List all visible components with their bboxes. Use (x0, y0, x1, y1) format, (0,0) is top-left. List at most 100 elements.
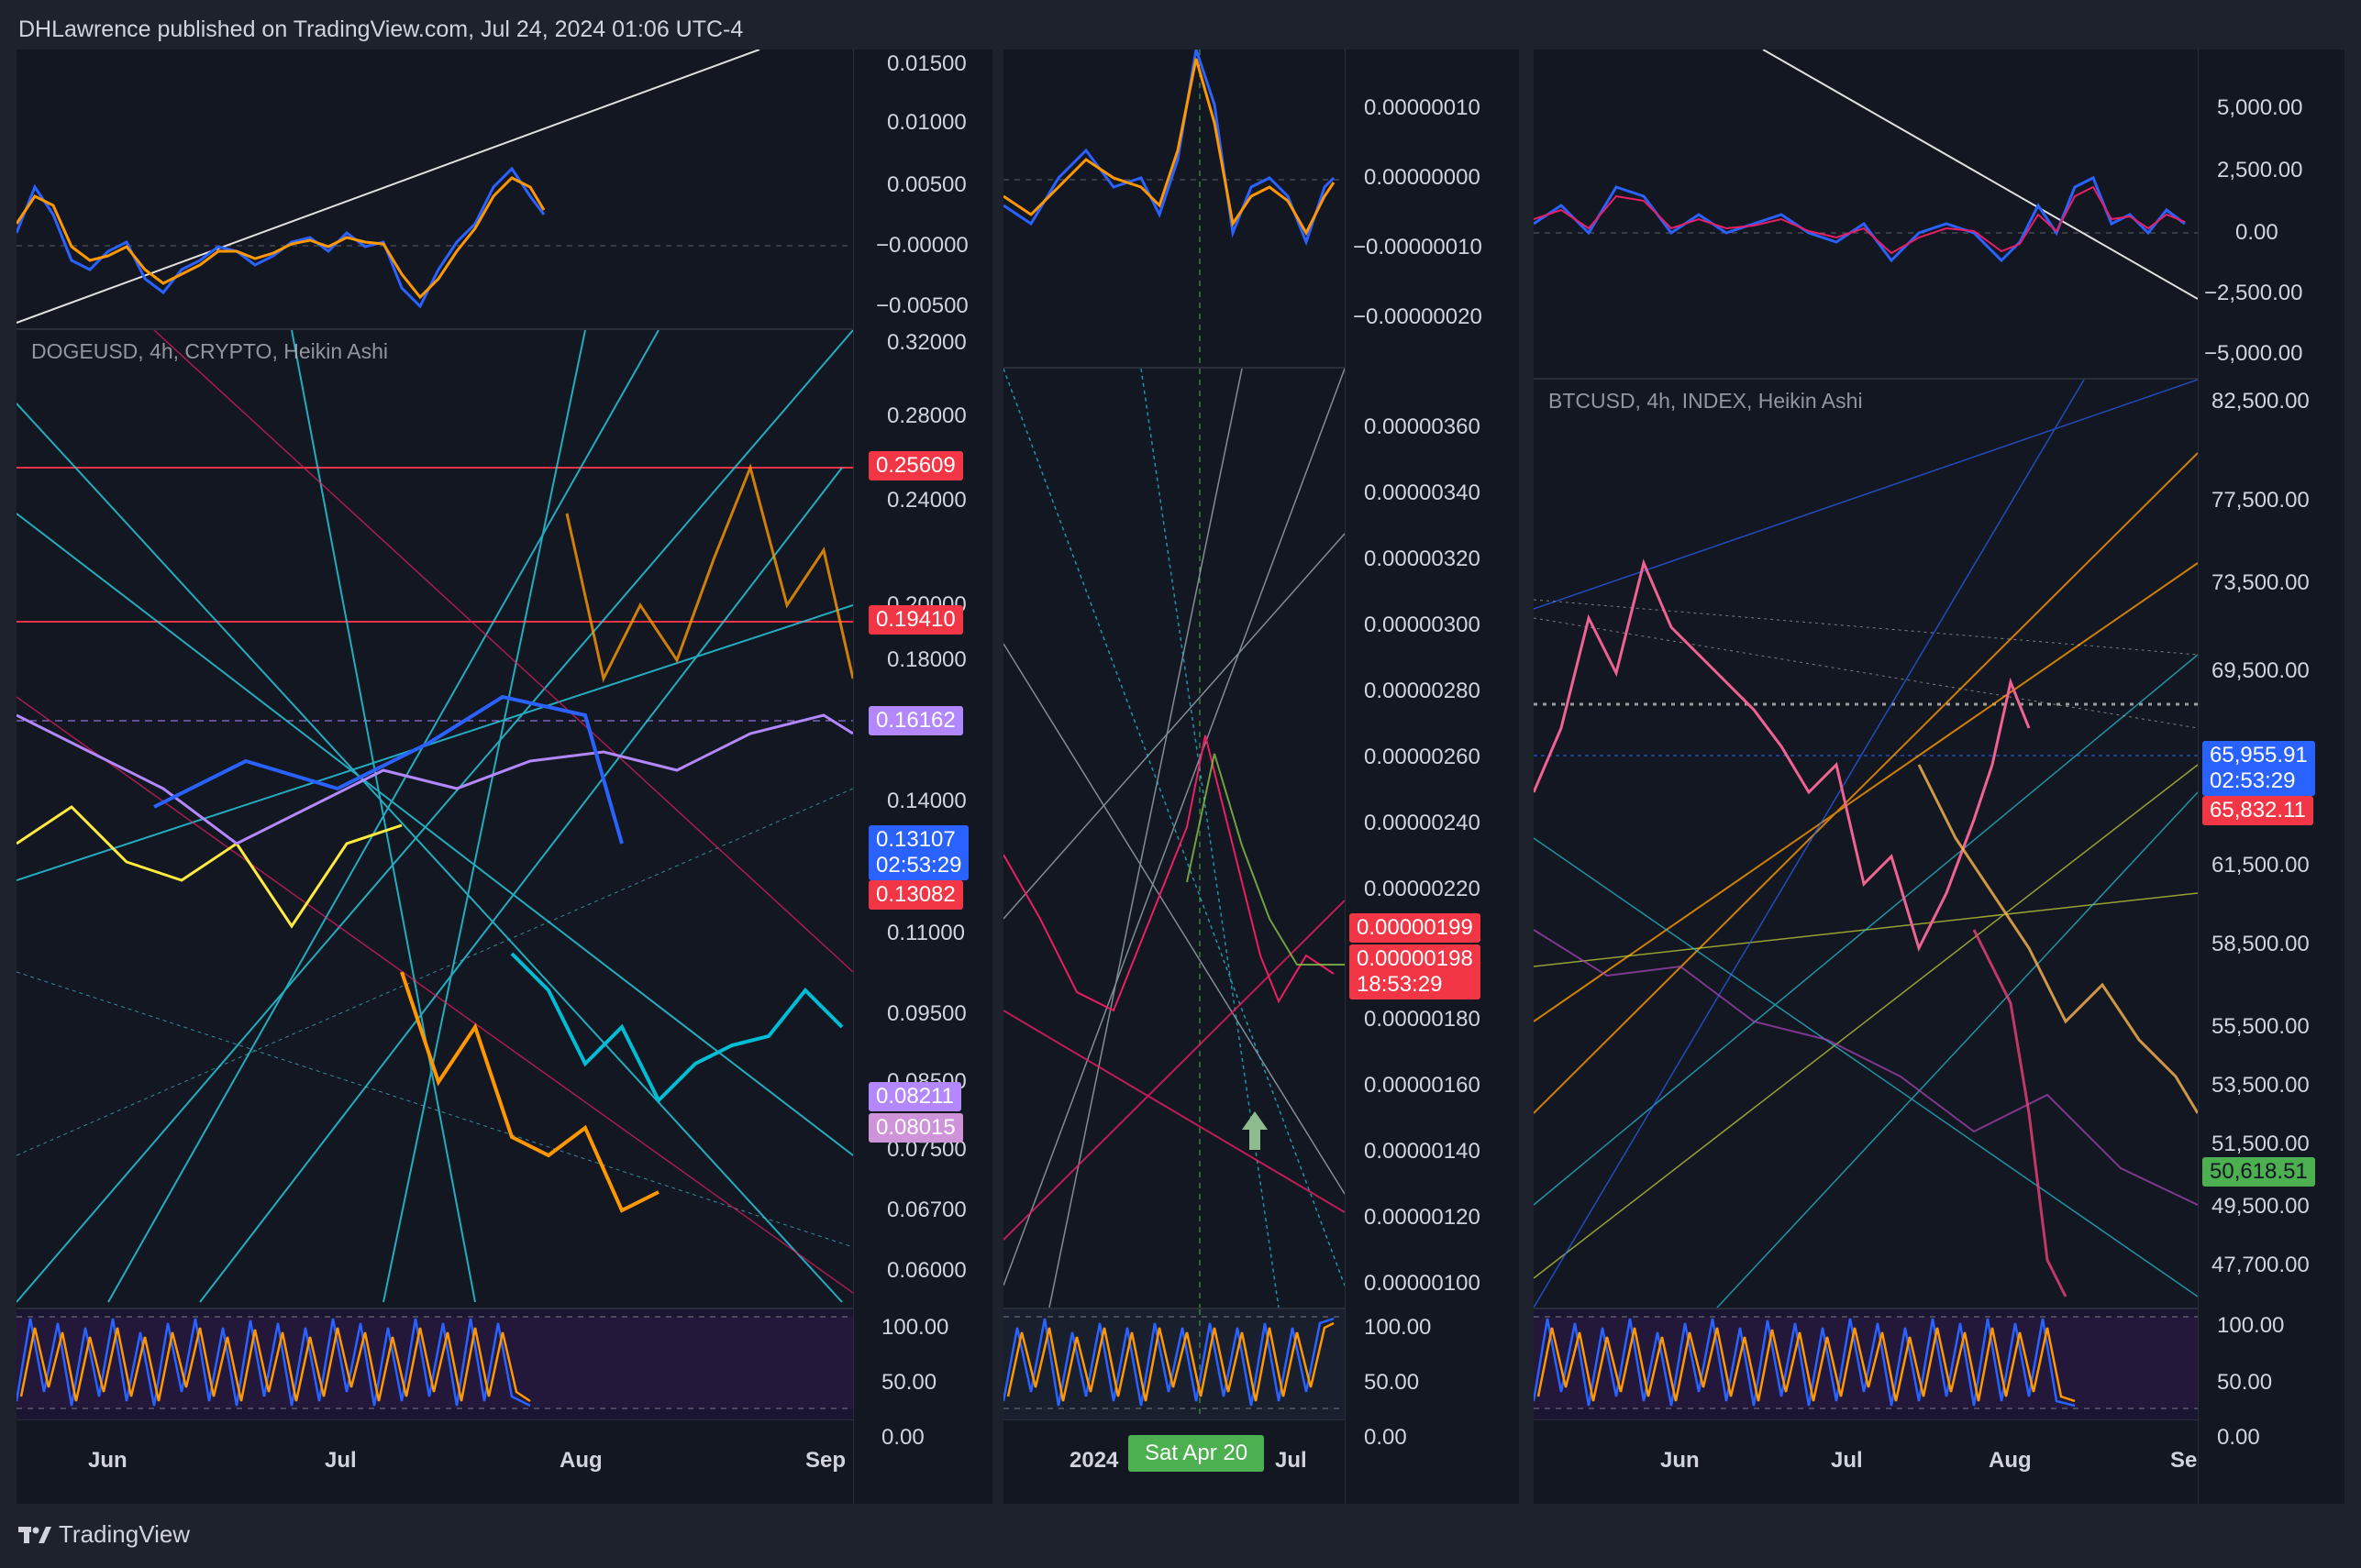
time-label: Jul (1831, 1448, 1863, 1473)
price-plot (1534, 380, 2198, 1308)
axis-tick: 0.00000120 (1364, 1205, 1480, 1230)
macd-pane[interactable] (1534, 50, 2198, 378)
time-axis[interactable]: Jun Jul Aug Sep (17, 1419, 853, 1504)
axis-tick: 0.06000 (887, 1258, 967, 1283)
crosshair-date-badge: Sat Apr 20 (1128, 1435, 1265, 1472)
axis-tick: 0.00 (881, 1425, 925, 1450)
axis-tick: 0.14000 (887, 789, 967, 813)
axis-tick: 0.32000 (887, 330, 967, 355)
axis-tick: 0.06700 (887, 1198, 967, 1222)
axis-tick: 0.00 (2217, 1425, 2260, 1450)
time-axis[interactable]: Jun Jul Aug Se (1534, 1419, 2198, 1504)
pane-divider[interactable] (1534, 378, 2198, 380)
pane-divider[interactable] (17, 328, 853, 330)
price-label: 65,832.11 (2202, 796, 2313, 825)
pane-divider[interactable] (1534, 1308, 2198, 1309)
tradingview-brand: TradingView (59, 1520, 191, 1548)
price-label: 0.25609 (869, 451, 963, 480)
axis-tick: 0.00000320 (1364, 547, 1480, 571)
macd-pane[interactable] (1003, 50, 1345, 367)
last-price-label: 0.13107 02:53:29 (869, 825, 970, 880)
time-label: Jun (1660, 1448, 1700, 1473)
symbol-title: DOGEUSD, 4h, CRYPTO, Heikin Ashi (31, 339, 389, 363)
time-axis[interactable]: 2024 Jul Sat Apr 20 (1003, 1419, 1345, 1504)
macd-plot (1534, 50, 2198, 300)
axis-tick: 0.00000100 (1364, 1271, 1480, 1296)
chart-panel-doge[interactable]: DOGEUSD, 4h, CRYPTO, Heikin Ashi Jun Jul… (17, 50, 992, 1504)
axis-tick: −0.00500 (876, 293, 969, 318)
axis-tick: 0.00000240 (1364, 811, 1480, 835)
price-label: 0.08211 (869, 1082, 961, 1111)
axis-tick: 0.00000300 (1364, 613, 1480, 637)
axis-tick: 0.00 (2235, 220, 2278, 245)
macd-pane[interactable] (17, 50, 853, 328)
axis-tick: 0.00000140 (1364, 1139, 1480, 1164)
axis-tick: 0.00000340 (1364, 480, 1480, 505)
axis-tick: 100.00 (881, 1315, 949, 1340)
axis-tick: 0.00500 (887, 172, 967, 197)
axis-tick: −0.00000 (876, 233, 969, 258)
axis-tick: 50.00 (2217, 1370, 2273, 1395)
axis-tick: 0.00000280 (1364, 679, 1480, 703)
price-plot (1003, 369, 1345, 1308)
price-label: 50,618.51 (2202, 1157, 2315, 1187)
chart-panel-middle[interactable]: 2024 Jul Sat Apr 20 0.00000010 0.0000000… (1003, 50, 1519, 1504)
last-price-label: 65,955.91 02:53:29 (2202, 741, 2315, 796)
time-label: Sep (805, 1448, 847, 1473)
time-label: Jul (1275, 1448, 1307, 1473)
axis-tick: 49,500.00 (2211, 1194, 2310, 1219)
axis-tick: 0.01000 (887, 110, 967, 135)
price-plot (17, 330, 853, 1303)
axis-tick: 82,500.00 (2211, 389, 2310, 414)
axis-tick: 0.00000010 (1364, 95, 1480, 120)
chart-panel-btc[interactable]: BTCUSD, 4h, INDEX, Heikin Ashi Jun Jul A… (1534, 50, 2344, 1504)
last-price-label: 0.00000198 18:53:29 (1349, 944, 1480, 999)
tradingview-logo[interactable]: TradingView (18, 1520, 190, 1549)
time-label: Jun (88, 1448, 127, 1473)
axis-tick: 51,500.00 (2211, 1132, 2310, 1156)
stoch-plot (17, 1316, 853, 1409)
stoch-plot (1534, 1316, 2198, 1409)
axis-tick: 53,500.00 (2211, 1073, 2310, 1098)
axis-tick: −5,000.00 (2204, 341, 2303, 366)
price-axis[interactable]: 0.00000010 0.00000000 −0.00000010 −0.000… (1345, 50, 1519, 1504)
stoch-plot (1003, 1309, 1345, 1419)
price-pane[interactable] (1003, 369, 1345, 1308)
axis-tick: 0.00000360 (1364, 414, 1480, 439)
axis-tick: 0.18000 (887, 647, 967, 672)
axis-tick: 73,500.00 (2211, 570, 2310, 595)
price-label: 0.19410 (869, 605, 963, 635)
axis-tick: 50.00 (881, 1370, 937, 1395)
price-label: 0.00000199 (1349, 913, 1480, 943)
time-label: Jul (325, 1448, 357, 1473)
price-axis[interactable]: 0.01500 0.01000 0.00500 −0.00000 −0.0050… (853, 50, 992, 1504)
axis-tick: 0.00000260 (1364, 745, 1480, 769)
macd-plot (1003, 50, 1345, 367)
axis-tick: −2,500.00 (2204, 281, 2303, 305)
pane-divider[interactable] (1003, 1308, 1345, 1309)
stoch-pane[interactable] (17, 1309, 853, 1419)
price-label: 0.13082 (869, 880, 963, 910)
stoch-pane[interactable] (1534, 1309, 2198, 1419)
stoch-pane[interactable] (1003, 1309, 1345, 1419)
axis-tick: 0.09500 (887, 1001, 967, 1026)
time-label: Aug (560, 1448, 603, 1473)
price-pane[interactable]: BTCUSD, 4h, INDEX, Heikin Ashi (1534, 380, 2198, 1308)
axis-tick: 0.28000 (887, 403, 967, 428)
axis-tick: 69,500.00 (2211, 658, 2310, 683)
pane-divider[interactable] (1003, 367, 1345, 369)
publish-header: DHLawrence published on TradingView.com,… (18, 17, 744, 42)
axis-tick: 2,500.00 (2217, 158, 2303, 182)
axis-tick: 47,700.00 (2211, 1253, 2310, 1277)
time-label: Aug (1989, 1448, 2032, 1473)
axis-tick: 0.00000180 (1364, 1007, 1480, 1032)
price-label: 0.16162 (869, 706, 963, 735)
axis-tick: 0.11000 (887, 921, 965, 945)
price-pane[interactable]: DOGEUSD, 4h, CRYPTO, Heikin Ashi (17, 330, 853, 1308)
pane-divider[interactable] (17, 1308, 853, 1309)
axis-tick: 100.00 (2217, 1313, 2285, 1338)
axis-tick: 0.00000000 (1364, 165, 1480, 190)
axis-tick: 50.00 (1364, 1370, 1420, 1395)
axis-tick: 0.00 (1364, 1425, 1407, 1450)
price-axis[interactable]: 5,000.00 2,500.00 0.00 −2,500.00 −5,000.… (2198, 50, 2344, 1504)
